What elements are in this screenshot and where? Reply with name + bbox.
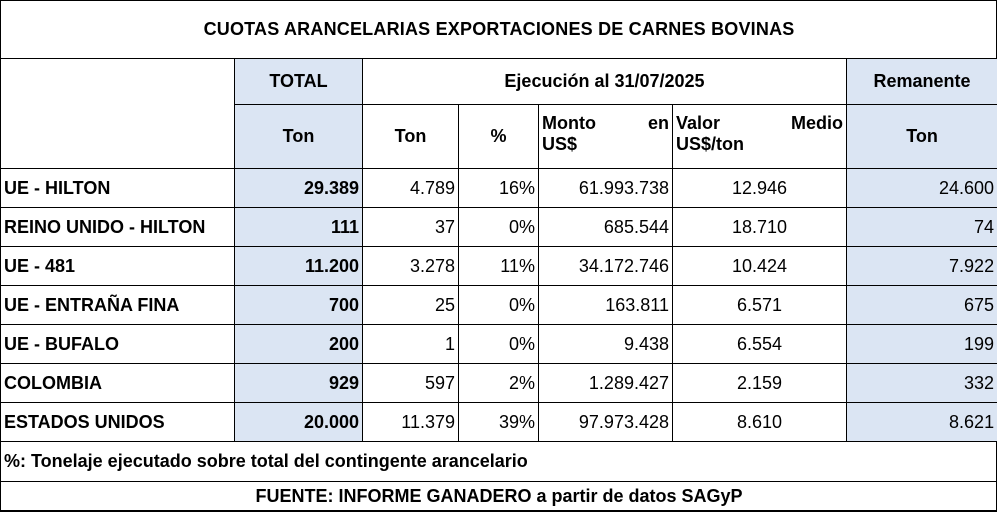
row-ton: 25 xyxy=(363,286,459,325)
row-ton: 4.789 xyxy=(363,169,459,208)
row-pct: 0% xyxy=(459,325,539,364)
row-name: UE - BUFALO xyxy=(1,325,235,364)
table-title: CUOTAS ARANCELARIAS EXPORTACIONES DE CAR… xyxy=(1,1,997,59)
row-valor: 10.424 xyxy=(673,247,847,286)
title-row: CUOTAS ARANCELARIAS EXPORTACIONES DE CAR… xyxy=(1,1,997,59)
row-ton: 3.278 xyxy=(363,247,459,286)
row-name: UE - 481 xyxy=(1,247,235,286)
row-valor: 8.610 xyxy=(673,403,847,442)
row-name: UE - ENTRAÑA FINA xyxy=(1,286,235,325)
row-ton: 37 xyxy=(363,208,459,247)
row-total: 200 xyxy=(235,325,363,364)
table-row: UE - 481 11.200 3.278 11% 34.172.746 10.… xyxy=(1,247,997,286)
row-total: 929 xyxy=(235,364,363,403)
row-total: 700 xyxy=(235,286,363,325)
row-monto: 61.993.738 xyxy=(539,169,673,208)
table-row: UE - BUFALO 200 1 0% 9.438 6.554 199 xyxy=(1,325,997,364)
subheader-pct: % xyxy=(459,105,539,169)
row-valor: 18.710 xyxy=(673,208,847,247)
header-total: TOTAL xyxy=(235,59,363,105)
row-name: ESTADOS UNIDOS xyxy=(1,403,235,442)
table-row: ESTADOS UNIDOS 20.000 11.379 39% 97.973.… xyxy=(1,403,997,442)
footnote: %: Tonelaje ejecutado sobre total del co… xyxy=(1,442,997,482)
row-pct: 2% xyxy=(459,364,539,403)
row-pct: 0% xyxy=(459,208,539,247)
subheader-total-ton: Ton xyxy=(235,105,363,169)
row-monto: 163.811 xyxy=(539,286,673,325)
header-ejecucion: Ejecución al 31/07/2025 xyxy=(363,59,847,105)
row-total: 29.389 xyxy=(235,169,363,208)
row-remanente: 24.600 xyxy=(847,169,997,208)
row-remanente: 74 xyxy=(847,208,997,247)
note-row: %: Tonelaje ejecutado sobre total del co… xyxy=(1,442,997,482)
source-text: FUENTE: INFORME GANADERO a partir de dat… xyxy=(1,482,997,512)
row-pct: 39% xyxy=(459,403,539,442)
row-monto: 685.544 xyxy=(539,208,673,247)
subheader-ejec-ton: Ton xyxy=(363,105,459,169)
subheader-rem-ton: Ton xyxy=(847,105,997,169)
row-total: 20.000 xyxy=(235,403,363,442)
row-monto: 9.438 xyxy=(539,325,673,364)
row-name: UE - HILTON xyxy=(1,169,235,208)
row-valor: 12.946 xyxy=(673,169,847,208)
row-valor: 2.159 xyxy=(673,364,847,403)
row-pct: 16% xyxy=(459,169,539,208)
table-row: UE - HILTON 29.389 4.789 16% 61.993.738 … xyxy=(1,169,997,208)
row-remanente: 199 xyxy=(847,325,997,364)
table-row: REINO UNIDO - HILTON 111 37 0% 685.544 1… xyxy=(1,208,997,247)
row-valor: 6.554 xyxy=(673,325,847,364)
row-remanente: 332 xyxy=(847,364,997,403)
row-remanente: 675 xyxy=(847,286,997,325)
row-remanente: 8.621 xyxy=(847,403,997,442)
row-monto: 97.973.428 xyxy=(539,403,673,442)
row-monto: 34.172.746 xyxy=(539,247,673,286)
table-row: COLOMBIA 929 597 2% 1.289.427 2.159 332 xyxy=(1,364,997,403)
header-row: TOTAL Ejecución al 31/07/2025 Remanente xyxy=(1,59,997,105)
row-monto: 1.289.427 xyxy=(539,364,673,403)
row-pct: 0% xyxy=(459,286,539,325)
row-valor: 6.571 xyxy=(673,286,847,325)
row-total: 111 xyxy=(235,208,363,247)
row-ton: 597 xyxy=(363,364,459,403)
row-pct: 11% xyxy=(459,247,539,286)
source-row: FUENTE: INFORME GANADERO a partir de dat… xyxy=(1,482,997,512)
header-remanente: Remanente xyxy=(847,59,997,105)
row-name: REINO UNIDO - HILTON xyxy=(1,208,235,247)
row-remanente: 7.922 xyxy=(847,247,997,286)
header-blank-cell xyxy=(1,59,235,169)
row-total: 11.200 xyxy=(235,247,363,286)
row-name: COLOMBIA xyxy=(1,364,235,403)
table-row: UE - ENTRAÑA FINA 700 25 0% 163.811 6.57… xyxy=(1,286,997,325)
row-ton: 1 xyxy=(363,325,459,364)
row-ton: 11.379 xyxy=(363,403,459,442)
